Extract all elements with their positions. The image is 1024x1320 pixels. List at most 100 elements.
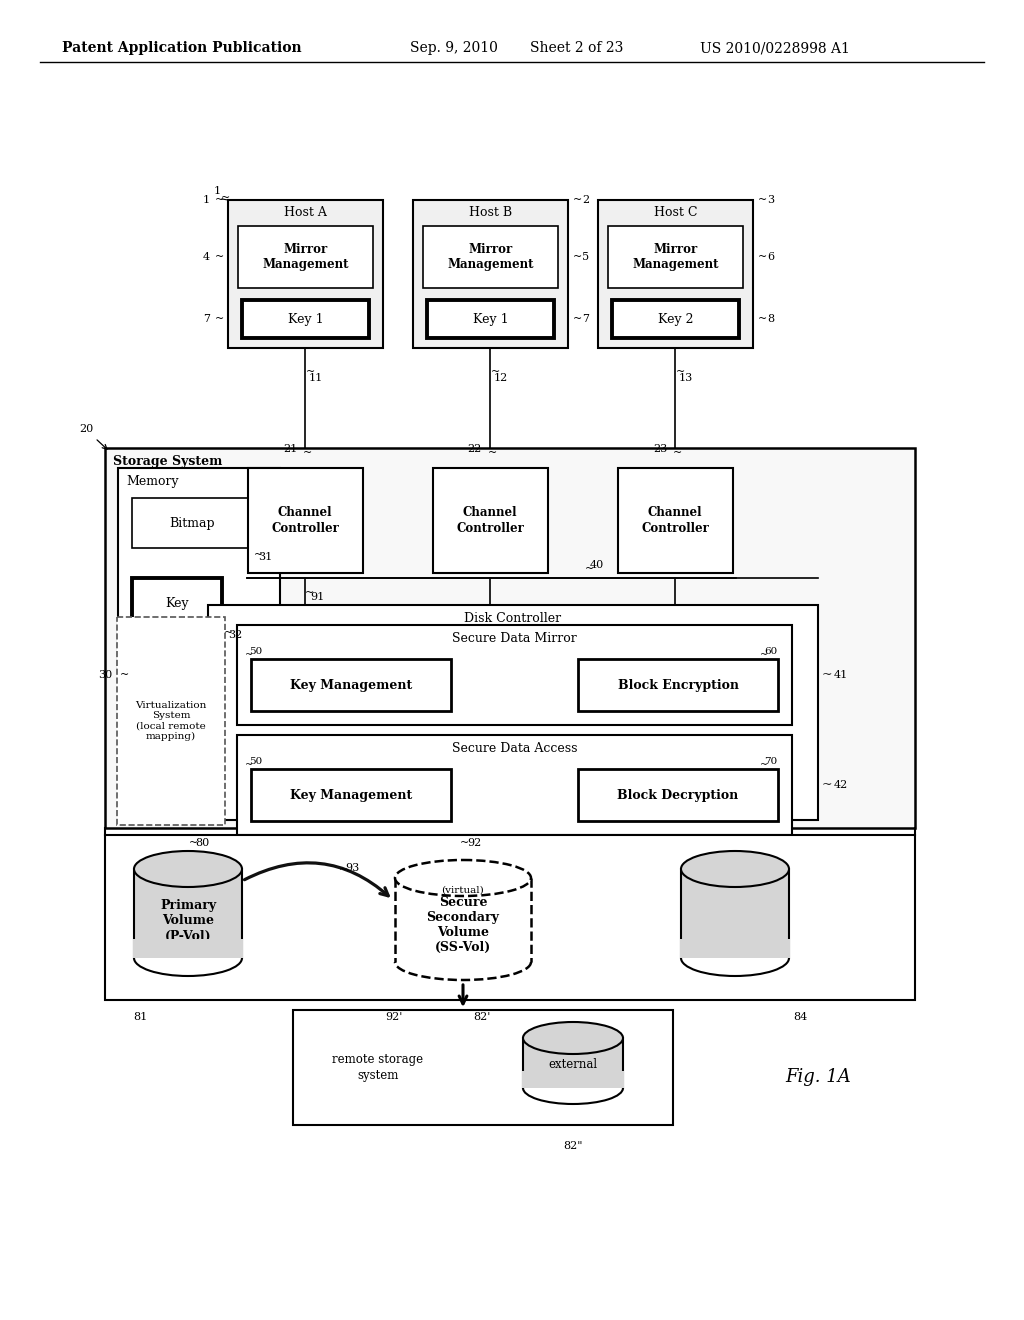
Text: 31: 31 (258, 552, 272, 562)
Bar (105, 447, 915, 828)
Text: 3: 3 (767, 195, 774, 205)
Text: ~: ~ (120, 671, 129, 680)
Text: ~: ~ (573, 195, 583, 205)
Bar (228, 201, 383, 348)
Text: ~: ~ (490, 367, 501, 378)
Text: ~: ~ (224, 628, 233, 638)
Text: Mirror
Management: Mirror Management (632, 243, 719, 271)
Text: 8: 8 (767, 314, 774, 323)
Text: 1: 1 (214, 186, 221, 195)
Text: 84: 84 (793, 1012, 807, 1022)
Bar (522, 1071, 624, 1088)
Ellipse shape (681, 851, 790, 887)
Text: 82': 82' (473, 1012, 490, 1022)
Text: 92': 92' (385, 1012, 402, 1022)
Text: Secure
Secondary
Volume
(SS-Vol): Secure Secondary Volume (SS-Vol) (427, 896, 500, 954)
Bar (133, 939, 243, 958)
Text: ~: ~ (215, 252, 224, 261)
Bar (248, 469, 362, 573)
Text: Virtualization
System
(local remote
mapping): Virtualization System (local remote mapp… (135, 701, 207, 741)
Bar (423, 226, 558, 288)
Text: 23: 23 (652, 444, 667, 454)
Text: Channel
Controller: Channel Controller (271, 507, 339, 535)
Text: ~: ~ (189, 838, 199, 847)
Text: ~: ~ (215, 195, 224, 205)
Bar (118, 469, 280, 668)
Bar (237, 624, 792, 725)
Bar (598, 201, 753, 348)
Text: remote storage
system: remote storage system (333, 1053, 424, 1081)
Text: 7: 7 (203, 314, 210, 323)
Text: Block Decryption: Block Decryption (617, 788, 738, 801)
Text: 5: 5 (582, 252, 589, 261)
Text: (virtual): (virtual) (441, 886, 484, 895)
Text: ~: ~ (585, 564, 594, 574)
Bar (132, 578, 222, 628)
Text: 13: 13 (679, 374, 693, 383)
Bar (578, 659, 778, 711)
Text: Patent Application Publication: Patent Application Publication (62, 41, 302, 55)
Text: ~: ~ (573, 314, 583, 323)
Text: Key: Key (165, 597, 188, 610)
Text: ~: ~ (254, 550, 263, 560)
Text: Memory: Memory (126, 474, 178, 487)
Text: 2: 2 (582, 195, 589, 205)
Text: ~: ~ (306, 367, 315, 378)
Text: ~: ~ (215, 314, 224, 323)
Text: Sheet 2 of 23: Sheet 2 of 23 (530, 41, 624, 55)
Bar (238, 226, 373, 288)
Text: 1: 1 (203, 195, 210, 205)
Text: Key Management: Key Management (290, 678, 412, 692)
Text: ~: ~ (305, 587, 314, 598)
Bar (251, 659, 451, 711)
Bar (134, 869, 242, 958)
Text: 22: 22 (468, 444, 482, 454)
Text: 80: 80 (195, 838, 209, 847)
Text: 12: 12 (494, 374, 508, 383)
Bar (105, 836, 915, 1001)
Text: 82": 82" (563, 1140, 583, 1151)
Text: ~: ~ (673, 447, 682, 458)
Text: ~: ~ (303, 447, 312, 458)
Text: ~: ~ (245, 760, 253, 770)
Bar (680, 939, 790, 958)
Text: 50: 50 (249, 756, 262, 766)
Text: 6: 6 (767, 252, 774, 261)
Bar (293, 1010, 673, 1125)
Text: ~: ~ (760, 651, 768, 660)
Bar (523, 1038, 623, 1088)
Text: ~: ~ (822, 779, 833, 792)
Text: 93: 93 (345, 863, 359, 873)
Text: 7: 7 (582, 314, 589, 323)
Text: ~: ~ (760, 760, 768, 770)
Text: ~: ~ (245, 651, 253, 660)
Bar (117, 616, 225, 825)
Bar (208, 605, 818, 820)
Text: ~: ~ (758, 314, 767, 323)
Text: Channel
Controller: Channel Controller (456, 507, 524, 535)
Text: Secure Data Mirror: Secure Data Mirror (453, 631, 577, 644)
Bar (608, 226, 743, 288)
Text: 60: 60 (764, 647, 777, 656)
Text: ~: ~ (758, 252, 767, 261)
Text: 42: 42 (834, 780, 848, 789)
Bar (132, 498, 252, 548)
Text: 11: 11 (309, 374, 324, 383)
Text: Key 2: Key 2 (657, 313, 693, 326)
Text: Disk Controller: Disk Controller (465, 612, 561, 626)
Text: 4: 4 (203, 252, 210, 261)
Bar (395, 878, 531, 962)
Text: Primary
Volume
(P-Vol): Primary Volume (P-Vol) (160, 899, 216, 942)
Bar (413, 201, 568, 348)
Bar (433, 469, 548, 573)
Text: 30: 30 (97, 671, 112, 680)
Bar (681, 869, 790, 958)
Ellipse shape (134, 851, 242, 887)
Text: Host A: Host A (284, 206, 327, 219)
Bar (242, 300, 369, 338)
Text: 32: 32 (228, 630, 243, 640)
Text: Mirror
Management: Mirror Management (447, 243, 534, 271)
Bar (237, 735, 792, 836)
Text: 91: 91 (310, 591, 325, 602)
Text: Key 1: Key 1 (473, 313, 508, 326)
